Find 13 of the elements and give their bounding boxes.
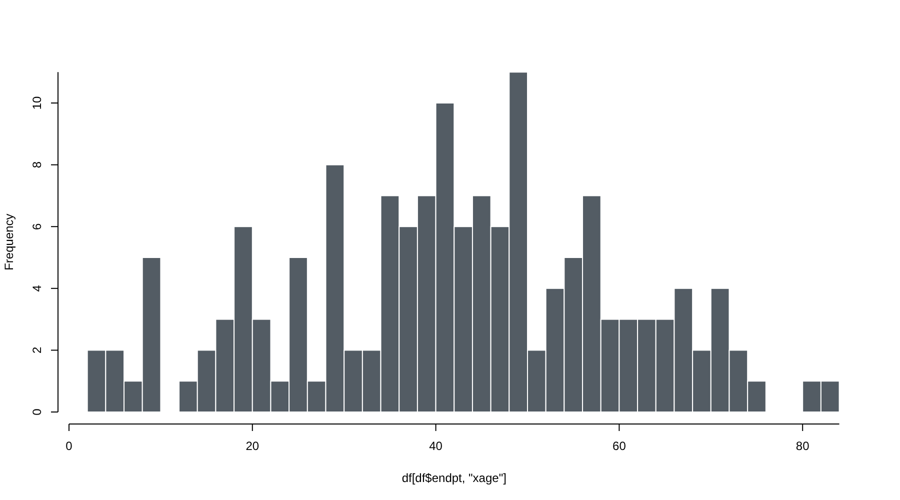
y-tick-label: 0 [30,408,44,416]
x-tick-label: 20 [246,439,260,453]
y-tick-label: 2 [30,346,44,354]
x-axis-title: df[df$endpt, "xage"] [402,471,506,485]
y-tick-label: 6 [30,222,44,230]
x-tick-label: 0 [66,439,73,453]
x-tick-label: 80 [796,439,810,453]
y-tick-label: 10 [30,96,44,110]
x-tick-label: 40 [429,439,443,453]
x-tick-label: 60 [612,439,626,453]
y-tick-label: 4 [30,284,44,292]
y-axis-title: Frequency [2,214,16,270]
y-tick-label: 8 [30,161,44,168]
